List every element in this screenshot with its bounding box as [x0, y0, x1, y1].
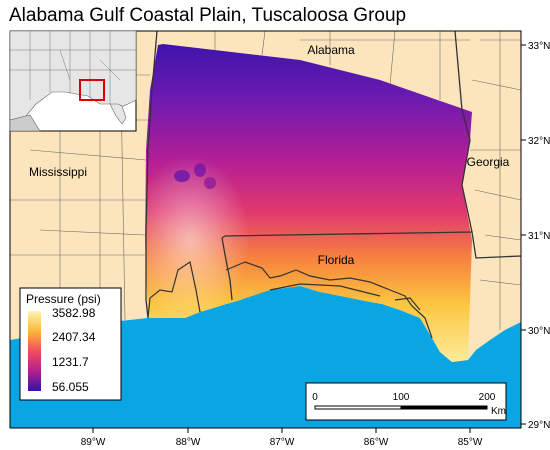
lon-label-88: 88°W: [176, 437, 201, 448]
pressure-anomaly-2: [194, 163, 206, 177]
lat-label-29: 29°N: [528, 420, 550, 431]
coastline: [147, 261, 433, 339]
inset-study-area-box: [79, 79, 105, 101]
ms-al-border: [145, 31, 158, 319]
lon-label-85: 85°W: [458, 437, 483, 448]
inset-mexico: [9, 114, 41, 132]
legend-value-3: 1231.7: [52, 355, 89, 369]
scalebar-tick-200: 200: [479, 392, 496, 403]
ga-fl-border: [471, 231, 521, 259]
label-alabama: Alabama: [307, 43, 355, 57]
inset-state-lines: [10, 31, 136, 104]
scalebar-box: [305, 382, 507, 421]
legend-value-2: 2407.34: [52, 330, 96, 344]
pressure-anomaly-1: [174, 170, 190, 182]
inset-florida: [109, 103, 127, 125]
al-fl-border: [221, 231, 473, 239]
map-title: Alabama Gulf Coastal Plain, Tuscaloosa G…: [9, 5, 407, 26]
inset-map: [9, 30, 137, 132]
al-ga-border: [454, 31, 473, 233]
legend-title: Pressure (psi): [26, 292, 101, 306]
state-boundaries: [145, 31, 521, 319]
lat-label-33: 33°N: [528, 41, 550, 52]
scalebar-tick-0: 0: [312, 392, 318, 403]
lat-label-30: 30°N: [528, 326, 550, 337]
map-border: [9, 30, 522, 429]
scalebar: 0 100 200 Km: [305, 382, 507, 421]
label-mississippi: Mississippi: [29, 165, 87, 179]
scalebar-segment-2: [400, 405, 488, 410]
label-florida: Florida: [318, 253, 355, 267]
label-georgia: Georgia: [467, 155, 510, 169]
scalebar-segment-1: [314, 405, 402, 410]
legend: Pressure (psi) 3582.98 2407.34 1231.7 56…: [19, 287, 122, 401]
lon-label-86: 86°W: [364, 437, 389, 448]
pressure-anomaly-3: [204, 177, 216, 189]
scalebar-tick-100: 100: [393, 392, 410, 403]
pressure-high-lobe: [145, 155, 250, 325]
longitude-axis: 89°W 88°W 87°W 86°W 85°W: [81, 428, 483, 448]
lon-label-87: 87°W: [270, 437, 295, 448]
legend-value-min: 56.055: [52, 380, 89, 394]
latitude-axis: 33°N 32°N 31°N 30°N 29°N: [521, 41, 550, 431]
lon-label-89: 89°W: [81, 437, 106, 448]
al-fl-border-west: [221, 237, 233, 301]
legend-value-max: 3582.98: [52, 306, 96, 320]
lat-label-31: 31°N: [528, 231, 550, 242]
scalebar-unit: Km: [491, 406, 506, 417]
legend-color-ramp: [28, 311, 41, 391]
lat-label-32: 32°N: [528, 136, 550, 147]
